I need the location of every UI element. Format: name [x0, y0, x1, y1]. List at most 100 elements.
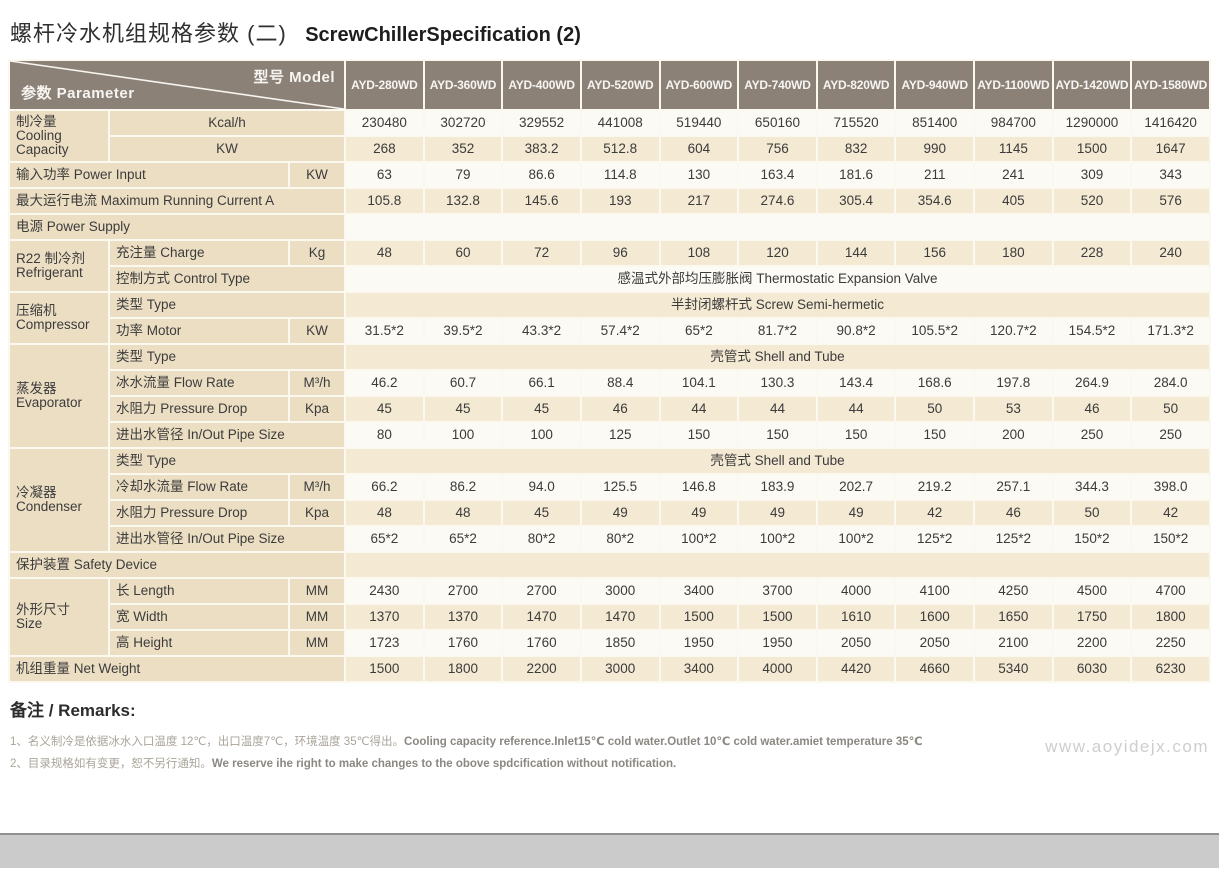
param-label: 压缩机 Compressor	[8, 291, 110, 345]
value-cell: 4250	[973, 577, 1054, 605]
model-header: AYD-1580WD	[1130, 59, 1211, 111]
value-cell: 57.4*2	[579, 317, 661, 345]
value-cell: 250	[1130, 421, 1211, 449]
value-cell: 2050	[894, 629, 976, 657]
table-corner-cell: 型号 Model 参数 Parameter	[7, 59, 347, 111]
value-cell: 343	[1130, 161, 1211, 189]
value-cell: 6030	[1051, 655, 1133, 683]
value-cell: 46	[973, 499, 1054, 527]
param-label: 功率 Motor	[108, 317, 290, 345]
param-label: M³/h	[287, 369, 347, 397]
value-cell: 65*2	[344, 525, 425, 553]
value-cell: 48	[344, 499, 425, 527]
value-cell: 50	[1130, 395, 1211, 423]
param-label: MM	[287, 603, 347, 631]
value-cell: 990	[894, 135, 976, 163]
value-cell: 100	[501, 421, 582, 449]
param-label: KW	[287, 161, 347, 189]
value-cell: 4420	[815, 655, 897, 683]
value-cell: 163.4	[737, 161, 818, 189]
remarks-section: 备注 / Remarks: 1、名义制冷是依据冰水入口温度 12℃，出口温度7℃…	[10, 696, 1211, 775]
value-cell: 344.3	[1051, 473, 1133, 501]
value-cell: 230480	[344, 109, 425, 137]
corner-parameter-label: 参数 Parameter	[21, 85, 135, 102]
value-cell: 309	[1051, 161, 1133, 189]
value-cell: 44	[737, 395, 818, 423]
param-label: 蒸发器 Evaporator	[8, 343, 110, 449]
value-cell: 120.7*2	[973, 317, 1054, 345]
span-value-cell	[344, 551, 1211, 579]
value-cell: 1416420	[1130, 109, 1211, 137]
value-cell: 2700	[422, 577, 504, 605]
value-cell: 302720	[422, 109, 504, 137]
value-cell: 154.5*2	[1051, 317, 1133, 345]
span-value-cell: 感温式外部均压膨胀阀 Thermostatic Expansion Valve	[344, 265, 1211, 293]
param-label: KW	[107, 135, 347, 163]
table-row: 冷凝器 Condenser 类型 Type 壳管式 Shell and Tube	[8, 447, 1211, 553]
value-cell: 274.6	[737, 187, 818, 215]
span-value-cell: 半封闭螺杆式 Screw Semi-hermetic	[344, 291, 1211, 319]
value-cell: 441008	[579, 109, 661, 137]
corner-model-label: 型号 Model	[253, 69, 336, 86]
table-row: 冷却水流量 Flow Rate M³/h 66.2 86.2 94.0 125.5 146.…	[9, 473, 1211, 501]
value-cell: 383.2	[501, 135, 582, 163]
table-row: 水阻力 Pressure Drop Kpa 48 48 45 49 49 49 49 42 46 50…	[9, 499, 1211, 527]
span-value-cell	[344, 213, 1211, 241]
website-text: www.aoyidejx.com	[1045, 737, 1209, 756]
value-cell: 305.4	[815, 187, 897, 215]
value-cell: 46.2	[344, 369, 425, 397]
param-label: 类型 Type	[107, 343, 347, 371]
value-cell: 43.3*2	[501, 317, 582, 345]
value-cell: 3000	[579, 655, 661, 683]
value-cell: 66.1	[501, 369, 582, 397]
value-cell: 150	[815, 421, 897, 449]
param-label: 最大运行电流 Maximum Running Current A	[7, 187, 347, 215]
value-cell: 756	[737, 135, 818, 163]
value-cell: 105.8	[344, 187, 425, 215]
value-cell: 832	[815, 135, 897, 163]
value-cell: 125	[579, 421, 661, 449]
table-row: 蒸发器 Evaporator 类型 Type 壳管式 Shell and Tube	[8, 343, 1211, 449]
value-cell: 604	[658, 135, 740, 163]
table-row: 高 Height MM 1723 1760 1760 1850 1950 1950 2050 20…	[9, 629, 1211, 657]
param-label: MM	[287, 577, 347, 605]
value-cell: 1950	[658, 629, 740, 657]
value-cell: 96	[579, 239, 661, 267]
value-cell: 45	[501, 395, 582, 423]
value-cell: 1950	[737, 629, 818, 657]
value-cell: 211	[894, 161, 976, 189]
param-label: 冷凝器 Condenser	[8, 447, 110, 553]
value-cell: 46	[1051, 395, 1133, 423]
table-row: 压缩机 Compressor 类型 Type 半封闭螺杆式 Screw Semi-he…	[8, 291, 1211, 345]
value-cell: 1750	[1051, 603, 1133, 631]
param-label: Kpa	[287, 499, 347, 527]
value-cell: 150*2	[1051, 525, 1133, 553]
value-cell: 49	[658, 499, 740, 527]
value-cell: 2050	[815, 629, 897, 657]
param-label: 宽 Width	[108, 603, 290, 631]
value-cell: 851400	[894, 109, 976, 137]
value-cell: 48	[422, 499, 504, 527]
value-cell: 250	[1051, 421, 1133, 449]
value-cell: 100*2	[658, 525, 740, 553]
param-label: 进出水管径 In/Out Pipe Size	[107, 421, 347, 449]
value-cell: 72	[501, 239, 582, 267]
param-label: 保护装置 Safety Device	[7, 551, 347, 579]
param-label: Kcal/h	[107, 109, 347, 137]
remark-note: 1、名义制冷是依据冰水入口温度 12℃，出口温度7℃，环境温度 35℃得出。Co…	[10, 736, 923, 748]
model-header-row: 型号 Model 参数 Parameter AYD-280WD AYD-360WD…	[7, 59, 1211, 111]
value-cell: 219.2	[894, 473, 976, 501]
page-title-cn: 螺杆冷水机组规格参数 (二)	[10, 21, 287, 46]
span-value-cell: 壳管式 Shell and Tube	[344, 447, 1211, 475]
span-value-cell: 壳管式 Shell and Tube	[344, 343, 1211, 371]
value-cell: 405	[973, 187, 1054, 215]
value-cell: 39.5*2	[422, 317, 504, 345]
value-cell: 125*2	[894, 525, 976, 553]
value-cell: 125.5	[579, 473, 661, 501]
value-cell: 130	[658, 161, 740, 189]
table-row: 最大运行电流 Maximum Running Current A 105.8 132…	[7, 187, 1211, 215]
value-cell: 3400	[658, 577, 740, 605]
param-label: 类型 Type	[107, 291, 347, 319]
model-header: AYD-940WD	[894, 59, 976, 111]
value-cell: 519440	[658, 109, 740, 137]
